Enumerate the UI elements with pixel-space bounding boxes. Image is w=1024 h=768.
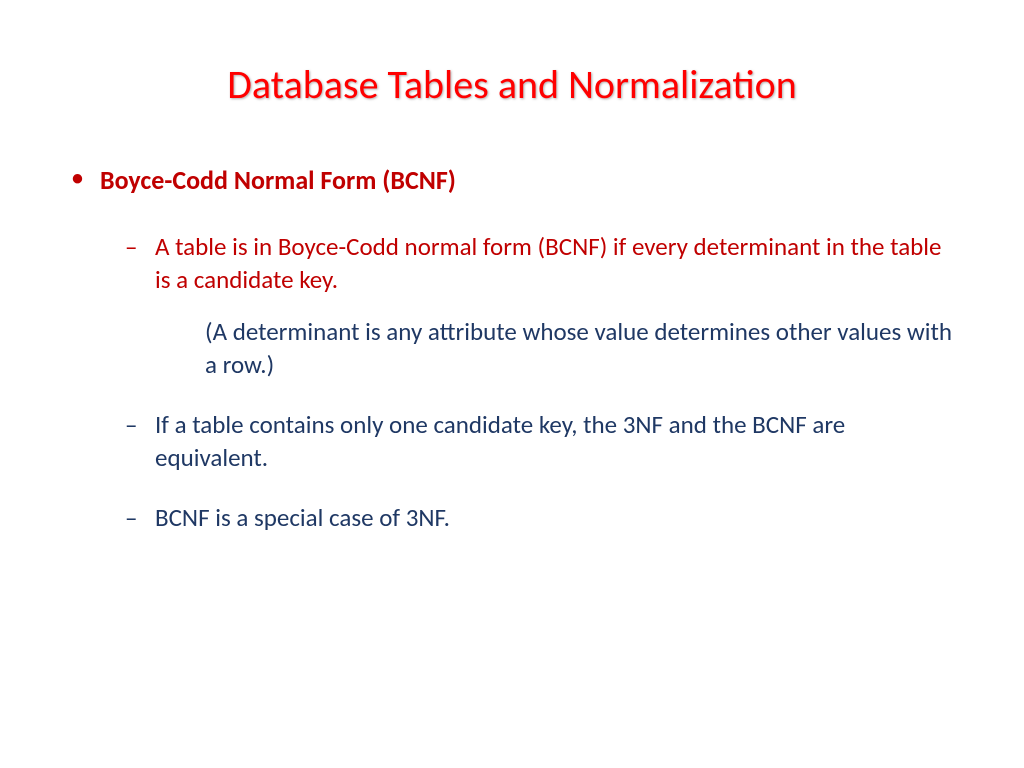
main-heading-text: Boyce-Codd Normal Form (BCNF) [100, 164, 456, 196]
sub-point-1-note: (A determinant is any attribute whose va… [155, 316, 954, 381]
sub-point-3: BCNF is a special case of 3NF. [155, 502, 954, 535]
sub-point-1-text: A table is in Boyce-Codd normal form (BC… [155, 231, 941, 295]
sub-point-2: If a table contains only one candidate k… [155, 409, 954, 474]
sub-point-1: A table is in Boyce-Codd normal form (BC… [155, 231, 954, 381]
main-heading-item: Boyce-Codd Normal Form (BCNF) A table is… [100, 164, 954, 535]
slide-title: Database Tables and Normalization [70, 60, 954, 109]
bullet-list-level-1: Boyce-Codd Normal Form (BCNF) A table is… [70, 164, 954, 535]
sub-point-2-text: If a table contains only one candidate k… [155, 409, 845, 473]
sub-point-3-text: BCNF is a special case of 3NF. [155, 502, 450, 533]
bullet-list-level-2: A table is in Boyce-Codd normal form (BC… [100, 231, 954, 535]
